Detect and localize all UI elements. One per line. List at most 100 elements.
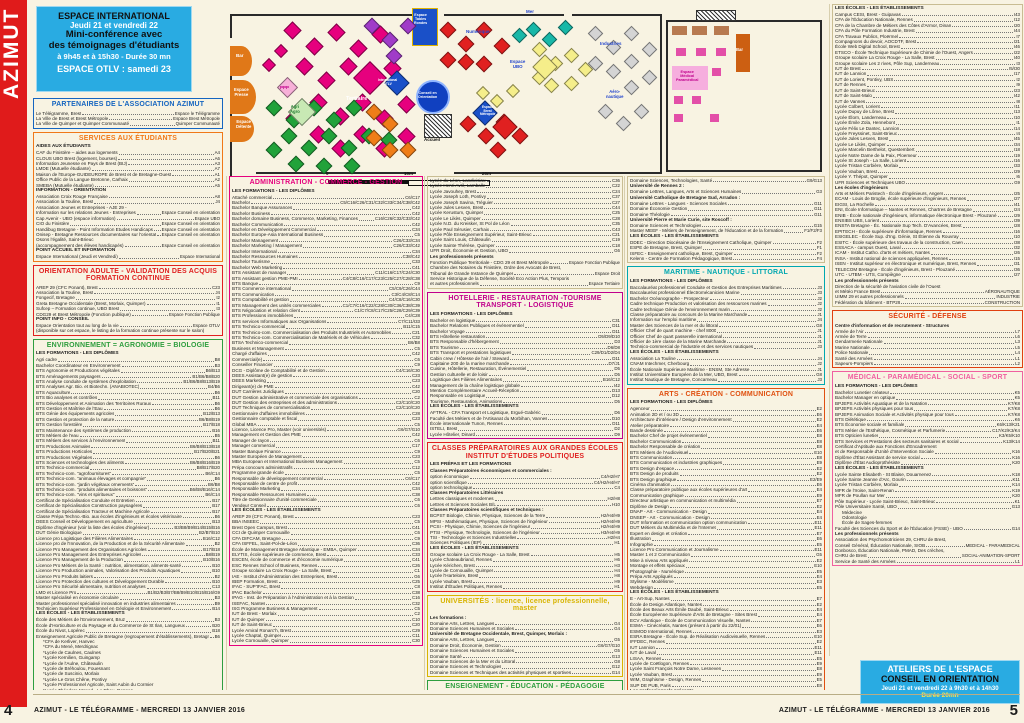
listing-row: CCI de Quimper Cornouaille C6 [232, 530, 420, 536]
listing-row: Lycée Marcelin Berthelot, Questembert I18 [835, 147, 1020, 153]
ateliers-banner: ATELIERS DE L'ESPACE CONSEIL EN ORIENTAT… [860, 660, 1020, 704]
listing-row: DUT Génie Biologique B2/B7/B10 [36, 530, 220, 536]
listing-row: Bachelor Communication E8 [630, 438, 822, 444]
listing-row: Mention Complémentaire Accueil-Réception… [430, 388, 620, 393]
exhibitor-stand [459, 115, 477, 133]
listing-row: Bachelor Communication C42 [232, 221, 420, 227]
wall [666, 170, 822, 172]
listing-row: Lycée Notre Dame de la Paix, Ploemeur I19 [835, 152, 1020, 158]
listing-row: École des Métiers de l'Environnement, Br… [36, 617, 220, 623]
listing-row: Responsable de développement commercial C… [232, 475, 420, 481]
listing-row: Les professionnels présents [430, 253, 494, 259]
listing-row: Association la Touline, Brest J4 [36, 289, 220, 295]
listing-row: ESC Rennes School of Business, Rennes C26 [232, 562, 420, 568]
listing-row: Enseignement Agricole Public de Bretagne… [36, 633, 220, 639]
listing-row: ECAM - Louis de Broglie, école supérieur… [835, 196, 1020, 202]
listing-row: Faculté des Sciences du Sport et de l'Éd… [835, 525, 1020, 531]
listing-row: BTS Négociation et relation client C1/C7/… [232, 308, 420, 314]
listing-row: Conseiller Financier C9 [232, 362, 420, 368]
listing-row: Lycée N.D. du Kreisker, St Pol de Léon C3… [430, 221, 620, 227]
listing-row: LMDE (Mutuelle étudiante) A7 [36, 166, 220, 172]
listing-row: *CFA du Mené, Merdrignac [43, 644, 99, 650]
listing-row: SMEBA (Mutuelle étudiante) A5 [36, 182, 220, 188]
listing-row: option technologique C4 [430, 485, 620, 491]
listing-row: *CFA de Kerliver, Hanvec [43, 639, 95, 644]
listing-row: DNSEP - Art - Communication - Design E4 [630, 514, 822, 520]
listing-row: ENSTA Bretagne - Éc. Nationale Sup Tech.… [835, 223, 1020, 229]
listing-row: option économique C4/H2/H7 [430, 474, 620, 480]
listing-row: BTS Comptabilité et gestion C4/C8/C16/C30 [232, 297, 420, 303]
listing-row: CHRU de Brest SOCIAL-ANIMATION-SPORT [835, 553, 1020, 559]
listing-row: Faculté des Métiers et de l'Artisanat du… [430, 415, 620, 421]
listing-row: LES ÉCOLES - LES ÉTABLISSEMENTS [630, 590, 719, 596]
listing-row: Bachelor Web Marketing C41 [232, 264, 420, 270]
listing-row: Service Historique de la Défense, Sociét… [430, 275, 570, 281]
listing-row: Lycée Émile Zola, Hennebont I1 [835, 120, 1020, 126]
listing-row: Lycée Amiral Ronarc'h, Brest C29 [232, 627, 420, 633]
listing-row: Bachelor Europe-Asia International Busin… [232, 232, 420, 238]
listing-row: BTS Maintenance des systèmes de producti… [36, 427, 220, 433]
listing-row: UTC - UTBM - UTS, Compiègne I27 [835, 272, 1020, 278]
listing-row: LES FORMATIONS - LES DIPLÔMES [630, 400, 713, 406]
listing-row: BTS Design graphique E2/E9 [630, 476, 822, 482]
listing-row: Information sur les relations Jeunes - E… [36, 210, 220, 216]
listing-row: Lycée Dupuy de Lôme, Brest I13 [835, 109, 1020, 115]
listing-row: ESMOD International, Rennes E3 [630, 628, 822, 634]
listing-row: Bachelor Lunetier créateur K5 [835, 389, 1020, 395]
wall [820, 20, 822, 172]
listing-row: ENI, École Informatique – Nantes et Renn… [835, 207, 1020, 213]
section-box: ENSEIGNEMENT - ÉDUCATION - PÉDAGOGIELES … [427, 680, 623, 690]
listing-row: BTS Banque C9 [232, 281, 420, 286]
listing-row: Lycée Paul Sérusier, Carhaix C43 [430, 226, 620, 232]
listing-row: LES FORMATIONS - LES DIPLÔMES [36, 351, 119, 357]
listing-row: BTS Design d'espace E2 [630, 465, 822, 471]
listing-row: LES FORMATIONS - LES DIPLÔMES [232, 188, 315, 194]
listing-row: BTS Métier de l'Esthétique, Cosmétique e… [835, 427, 1020, 433]
listing-row: Prépa Arts Appliqués E4 [630, 573, 822, 579]
listing-row: Management et Gestion des PME C42 [232, 432, 420, 438]
listing-row: École du Nivot, Lopérec B18 [36, 628, 220, 634]
listing-row: Bachelor en logistique C31 [430, 317, 620, 323]
listing-row: Lycée Joseph Loth, Pontivy C37 [430, 194, 620, 200]
listing-row: IUT de Laval E11 [630, 650, 822, 656]
listing-row: Classe préparatoire au concours de la Ma… [630, 312, 822, 317]
page-number-right: 5 [1009, 702, 1018, 719]
listing-row: Maison de l'Europe-GUIDEUROPE de Brest e… [36, 171, 220, 177]
listing-row: Domaine Lettres - Langues - Sciences Soc… [630, 200, 822, 206]
exhibitor-stand [261, 57, 277, 73]
listing-row: Lycée de Coëtlogon, Rennes E9 [630, 661, 822, 667]
listing-row: BTS Technico-com. Commercialisation de M… [232, 335, 420, 341]
scale-segment [408, 180, 490, 186]
espace-international-banner: ESPACE INTERNATIONAL Jeudi 21 et vendred… [36, 6, 192, 92]
listing-row: Chargé d'affaires C42 [232, 351, 420, 357]
listing-row: LES FORMATIONS - LES DIPLÔMES [430, 311, 513, 317]
listing-row: Institut d'Études Politiques, Rennes H1 [430, 584, 620, 590]
listing-row: Cadre technique Production et valorisati… [630, 301, 822, 307]
listing-row: École des Beaux Arts Émile Daubé, Saint-… [630, 607, 822, 612]
listing-row: Lettres et Sciences Sociales B/L H10 [430, 501, 620, 507]
listing-row: ESPE de Bretagne, Brest, Quimper F1 [630, 245, 822, 251]
listing-row: Pôle Universitaire Santé, UBO G13 [835, 504, 1020, 510]
listing-row: Licence Pro Production animales, Valoris… [36, 568, 220, 574]
listing-row: DUT Gestion des entreprises et des admin… [232, 399, 420, 405]
listing-row: Sapeurs-Pompiers L2 [835, 361, 1020, 367]
listing-row: IUT de Brest - Morlaix C2 [232, 611, 420, 617]
listing-row: option scientifique C4/H2/H4/H7 [430, 479, 620, 485]
listing-row: Diplôme de Design E2 [630, 503, 822, 509]
exhibitor-stand [457, 35, 475, 53]
listing-row: Bachelor Banque Assurances C42 [232, 205, 420, 211]
wall [666, 20, 668, 172]
exhibitor-stand [300, 139, 318, 157]
listing-row: Institut Universitaire Européen de la Me… [630, 372, 822, 378]
map-area-label: Espace Tables Rondes [414, 13, 428, 25]
listing-row: Fonction Publique Territoriale - CDG 29 … [430, 259, 620, 265]
listing-row: IUT de Saint-Malo I42 [835, 93, 1020, 99]
listing-row: LES ÉCOLES - LES ÉTABLISSEMENTS [630, 233, 719, 239]
listing-row: Photographie - Numérique E5 [630, 568, 822, 574]
section-heading: ENVIRONNEMENT = AGRONOMIE = BIOLOGIE [46, 341, 210, 349]
column-administration: ADMINISTRATION - COMMERCE - GESTION LES F… [226, 176, 423, 690]
listing-row: Master 1 et 2 Communication G5 [630, 552, 822, 558]
map-area-label: Espace Presse [234, 87, 249, 97]
listing-row: Bachelor domaine Business, Commerce, Mar… [232, 216, 420, 222]
listing-row: Manager commercial C17 [232, 443, 420, 449]
